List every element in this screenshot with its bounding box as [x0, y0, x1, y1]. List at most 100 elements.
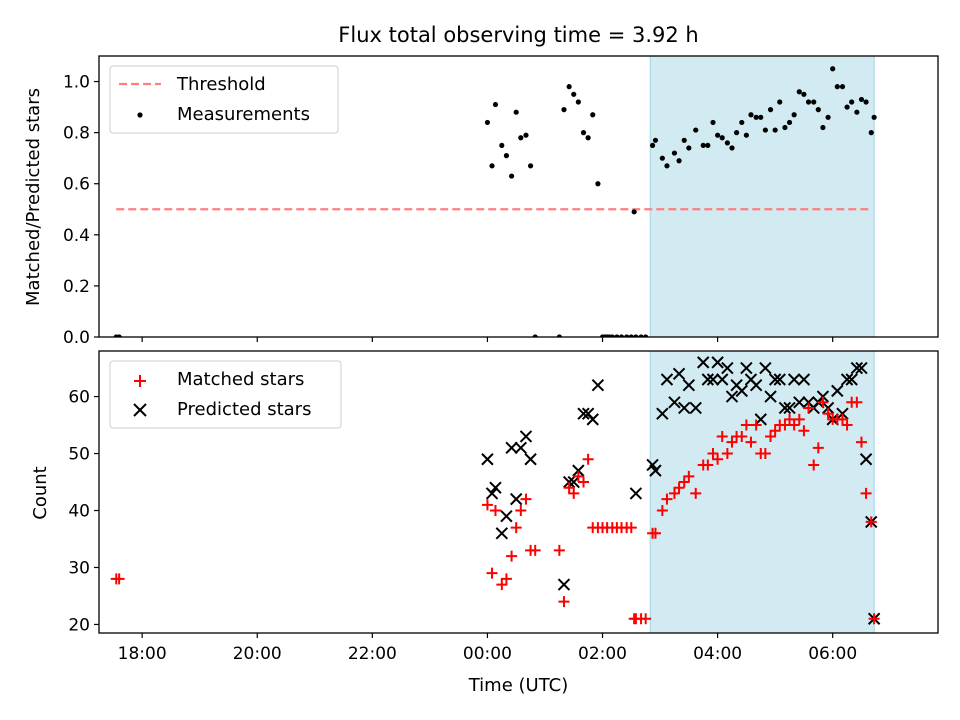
y-tick-label: 40: [68, 502, 90, 522]
predicted-star-marker: [660, 373, 674, 386]
y-tick-label: 1.0: [63, 73, 90, 93]
top-panel: 0.0 0.2 0.4 0.6 0.8 1.0 Matched/Predicted sta…: [23, 55, 939, 348]
measurement-point: [659, 155, 665, 161]
measurement-point: [492, 101, 499, 108]
predicted-star-marker: [514, 441, 528, 455]
matched-star-marker: [765, 430, 777, 442]
predicted-star-marker: [845, 373, 858, 386]
bottom-legend-frame: [109, 360, 342, 429]
predicted-star-marker: [768, 373, 782, 386]
matched-star-marker: [712, 453, 724, 465]
measurement-point: [676, 158, 682, 164]
measurement-point: [844, 104, 850, 110]
predicted-star-marker: [586, 413, 599, 426]
matched-star-marker: [568, 487, 580, 499]
predicted-star-marker: [711, 356, 724, 369]
matched-star-marker: [788, 419, 800, 431]
matched-star-marker: [520, 493, 532, 505]
matched-star-marker: [793, 413, 805, 425]
predicted-star-marker: [816, 390, 830, 403]
legend-measurements-label: Measurements: [177, 104, 310, 125]
measurement-point: [649, 142, 656, 149]
matched-star-marker: [582, 453, 594, 465]
measurement-point: [631, 209, 637, 215]
measurement-point: [527, 163, 534, 169]
predicted-star-marker: [489, 481, 502, 494]
matched-star-marker: [736, 430, 748, 442]
matched-star-marker: [865, 516, 877, 528]
x-tick-label: 06:00: [808, 644, 857, 664]
predicted-star-marker: [668, 396, 681, 409]
measurement-point: [762, 127, 768, 133]
predicted-star-marker: [783, 401, 796, 415]
predicted-star-marker: [787, 373, 801, 386]
matched-star-marker: [553, 544, 565, 556]
predicted-star-marker: [831, 384, 844, 398]
predicted-star-marker: [721, 361, 734, 375]
matched-star-marker: [716, 430, 728, 442]
predicted-star-marker: [701, 373, 715, 386]
matched-star-marker: [808, 459, 820, 471]
bottom-panel: 20 30 40 50 60 18:00 20:00 22:00 00:00 02:00 04:0…: [30, 350, 939, 696]
predicted-star-marker: [562, 475, 576, 489]
measurement-point: [503, 153, 510, 159]
measurement-point: [772, 127, 778, 133]
predicted-star-marker: [524, 453, 537, 466]
predicted-star-marker: [672, 367, 686, 380]
predicted-star-marker: [629, 487, 643, 500]
matched-star-marker: [759, 448, 771, 460]
matched-star-marker: [489, 505, 501, 517]
matched-star-marker: [668, 487, 680, 499]
matched-star-marker: [750, 419, 762, 431]
predicted-star-marker: [495, 527, 509, 540]
y-tick-label: 0.6: [63, 175, 90, 195]
legend-threshold-label: Threshold: [176, 74, 266, 95]
measurement-point: [782, 124, 788, 131]
matched-star-marker: [486, 567, 498, 579]
predicted-star-marker: [797, 373, 811, 386]
predicted-star-marker: [682, 378, 696, 392]
y-tick-label: 0.2: [63, 277, 90, 297]
top-legend: Threshold Measurements: [109, 65, 339, 134]
matched-star-marker: [661, 493, 673, 505]
measurement-point: [849, 99, 855, 105]
x-tick-label: 22:00: [348, 644, 397, 664]
predicted-star-marker: [557, 578, 571, 591]
bottom-y-axis: 20 30 40 50 60: [68, 388, 99, 635]
matched-star-marker: [769, 425, 781, 437]
matched-star-marker: [779, 419, 791, 431]
measurement-point: [523, 132, 529, 138]
measurement-point: [801, 91, 807, 97]
matched-star-marker: [558, 596, 570, 608]
predicted-star-marker: [485, 487, 499, 500]
x-tick-label: 00:00: [463, 644, 512, 664]
predicted-star-marker: [850, 361, 864, 375]
y-tick-label: 0.0: [63, 328, 90, 348]
chart-title: Flux total observing time = 3.92 h: [338, 23, 698, 47]
predicted-star-marker: [716, 373, 729, 386]
predicted-star-marker: [749, 378, 763, 392]
measurement-point: [815, 107, 821, 113]
predicted-star-marker: [773, 373, 786, 386]
top-plot-area: [113, 66, 877, 337]
matched-star-marker: [798, 425, 810, 437]
y-tick-label: 0.4: [63, 226, 90, 246]
legend-measurements-swatch: [137, 112, 143, 118]
matched-star-marker: [563, 482, 575, 494]
top-y-axis: 0.0 0.2 0.4 0.6 0.8 1.0: [63, 73, 99, 348]
y-tick-label: 30: [68, 558, 90, 578]
matched-star-marker: [481, 499, 493, 511]
measurement-point: [681, 137, 687, 143]
measurement-point: [518, 135, 524, 141]
measurement-point: [733, 130, 740, 136]
measurement-point: [700, 142, 706, 149]
measurement-point: [748, 112, 754, 118]
matched-star-marker: [721, 448, 733, 460]
measurement-point: [739, 119, 745, 126]
x-tick-label: 18:00: [118, 644, 167, 664]
measurement-point: [758, 114, 764, 120]
predicted-star-marker: [793, 396, 806, 409]
matched-star-marker: [868, 613, 880, 625]
measurement-point: [854, 109, 860, 115]
predicted-star-marker: [778, 401, 792, 415]
